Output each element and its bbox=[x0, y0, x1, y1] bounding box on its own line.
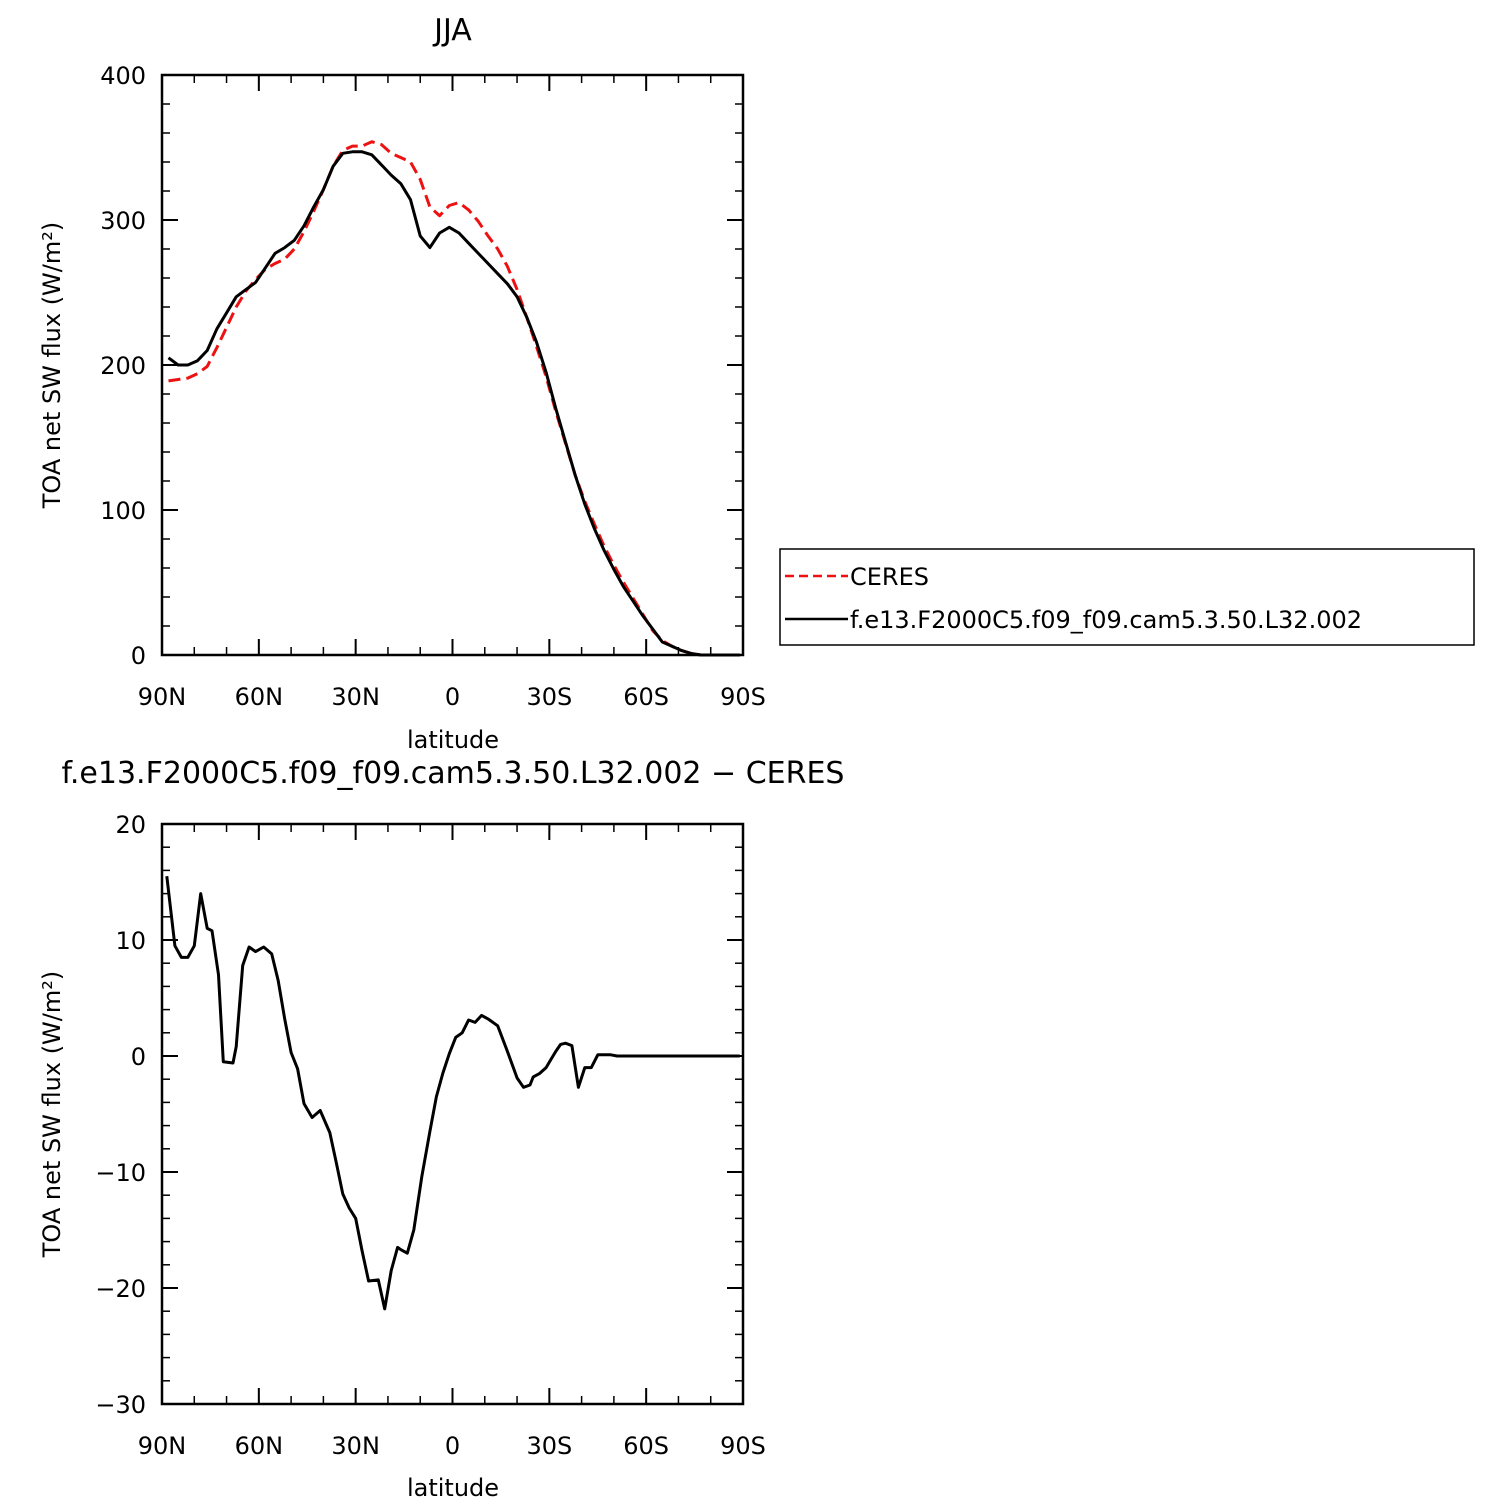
chart-bottom-plot-frame bbox=[160, 822, 745, 1406]
chart-bottom-ticks: −30 −20 −10 0 10 20 90N 60N 30N 0 30S 60S 90S bbox=[95, 811, 766, 1460]
chart-bottom-x-tick-label: 30N bbox=[331, 1432, 380, 1460]
chart-top-x-tick-label: 60N bbox=[235, 683, 284, 711]
chart-top-x-tick-label: 90N bbox=[138, 683, 187, 711]
chart-top-y-tick-label: 0 bbox=[131, 642, 146, 670]
chart-top-y-axis-title: TOA net SW flux (W/m²) bbox=[38, 222, 66, 510]
chart-top-series-group bbox=[167, 140, 740, 657]
chart-bottom-x-axis-title: latitude bbox=[407, 1474, 499, 1502]
chart-top-x-axis-title: latitude bbox=[407, 726, 499, 754]
chart-top-x-tick-label: 30S bbox=[526, 683, 572, 711]
chart-top-x-tick-label: 60S bbox=[623, 683, 669, 711]
chart-bottom-x-tick-label: 60N bbox=[235, 1432, 284, 1460]
chart-top-series-line-1 bbox=[167, 150, 740, 657]
chart-top-plot-frame bbox=[160, 73, 745, 657]
chart-bottom-y-tick-label: 0 bbox=[131, 1043, 146, 1071]
chart-top-y-tick-label: 100 bbox=[100, 497, 146, 525]
legend-frame bbox=[779, 548, 1475, 646]
legend-label-ceres: CERES bbox=[850, 563, 929, 591]
chart-top-ticks: 0 100 200 300 400 90N 60N 30N 0 30S 60S 90S bbox=[100, 62, 766, 711]
chart-top-series-line-0 bbox=[168, 140, 740, 657]
chart-top-x-tick-label: 90S bbox=[720, 683, 766, 711]
chart-top-title: JJA bbox=[432, 13, 472, 48]
chart-bottom-y-tick-label: −20 bbox=[95, 1275, 146, 1303]
legend-label-model: f.e13.F2000C5.f09_f09.cam5.3.50.L32.002 bbox=[850, 606, 1362, 634]
chart-top-y-tick-label: 300 bbox=[100, 207, 146, 235]
chart-top-y-tick-label: 400 bbox=[100, 62, 146, 90]
chart-bottom-x-tick-label: 30S bbox=[526, 1432, 572, 1460]
chart-bottom-x-tick-label: 90N bbox=[138, 1432, 187, 1460]
chart-top-y-tick-label: 200 bbox=[100, 352, 146, 380]
chart-top-panel: JJA latitude TOA net SW flux (W/m²) 0 100… bbox=[38, 13, 766, 754]
chart-bottom-title: f.e13.F2000C5.f09_f09.cam5.3.50.L32.002 … bbox=[62, 756, 845, 791]
chart-top-x-tick-label: 0 bbox=[445, 683, 460, 711]
chart-bottom-y-axis-title: TOA net SW flux (W/m²) bbox=[38, 971, 66, 1259]
chart-bottom-y-tick-label: −10 bbox=[95, 1159, 146, 1187]
chart-bottom-y-tick-label: −30 bbox=[95, 1391, 146, 1419]
chart-bottom-x-tick-label: 90S bbox=[720, 1432, 766, 1460]
chart-bottom-series-group bbox=[165, 876, 740, 1311]
chart-legend: CERES f.e13.F2000C5.f09_f09.cam5.3.50.L3… bbox=[779, 548, 1475, 646]
chart-bottom-series-line-0 bbox=[165, 876, 740, 1311]
chart-bottom-y-tick-label: 10 bbox=[115, 927, 146, 955]
chart-bottom-panel: f.e13.F2000C5.f09_f09.cam5.3.50.L32.002 … bbox=[38, 756, 844, 1502]
chart-bottom-x-tick-label: 60S bbox=[623, 1432, 669, 1460]
chart-bottom-x-tick-label: 0 bbox=[445, 1432, 460, 1460]
chart-top-x-tick-label: 30N bbox=[331, 683, 380, 711]
chart-bottom-y-tick-label: 20 bbox=[115, 811, 146, 839]
